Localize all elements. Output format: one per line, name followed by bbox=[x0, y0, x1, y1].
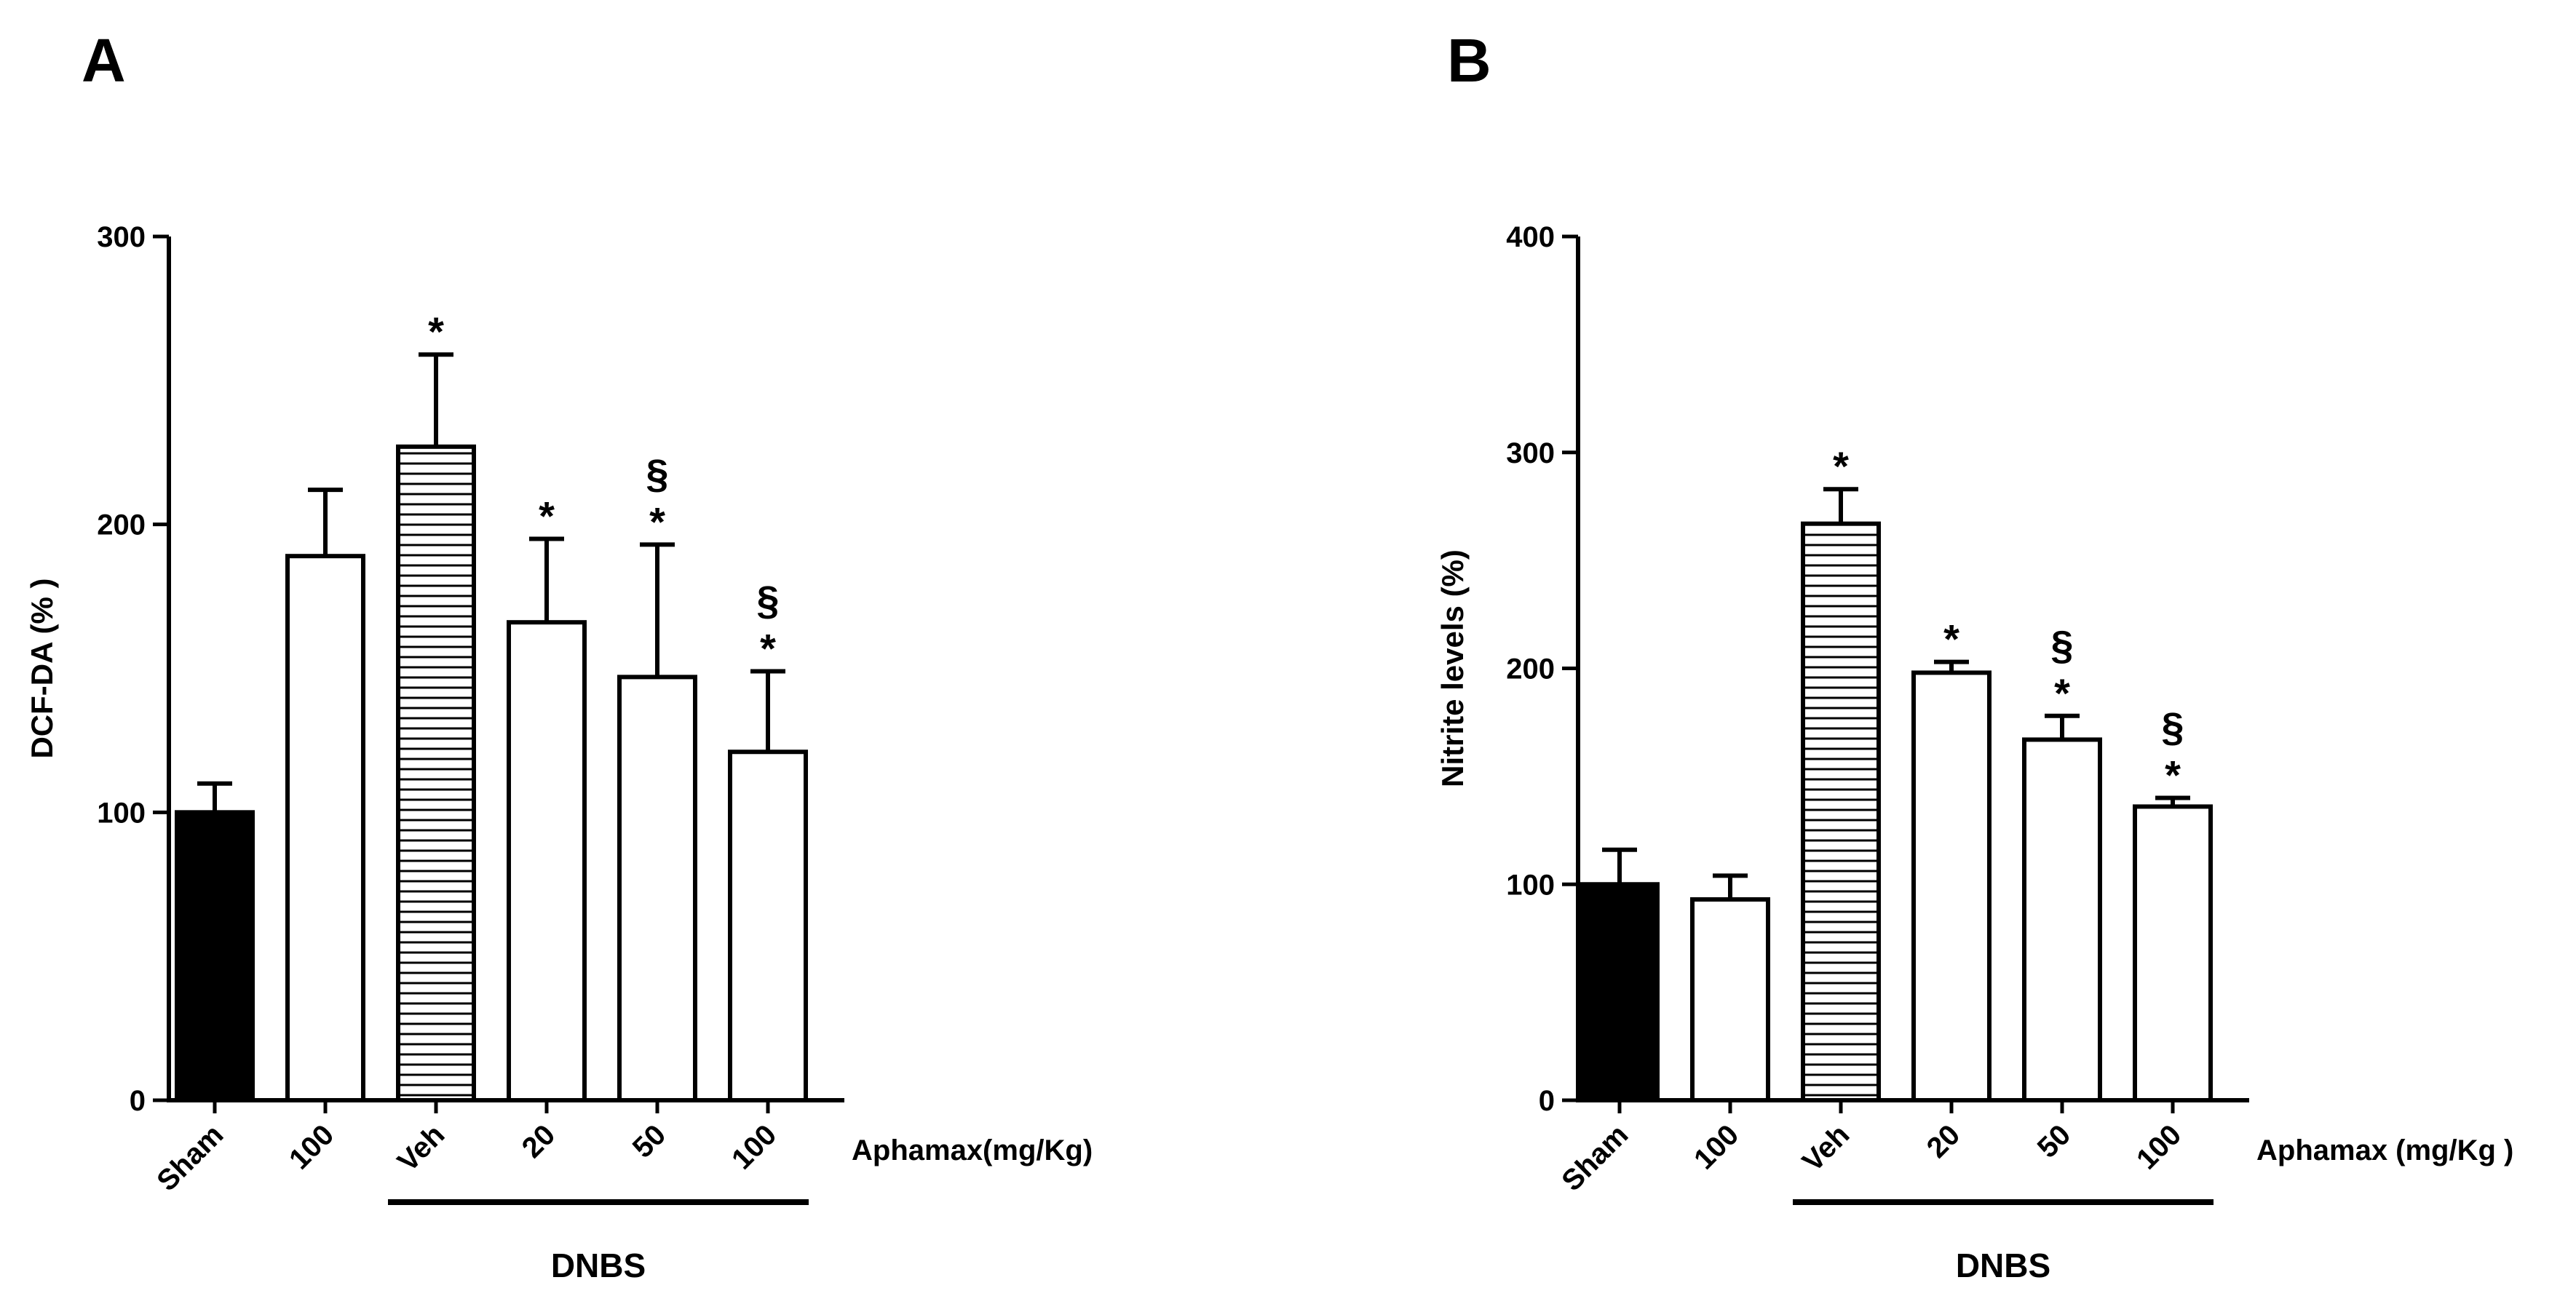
panel-letter: A bbox=[82, 26, 126, 95]
x-tick-label: 100 bbox=[2131, 1118, 2187, 1175]
y-tick-label: 400 bbox=[1506, 221, 1555, 253]
significance-star: * bbox=[2054, 670, 2070, 716]
significance-section-mark: § bbox=[2161, 704, 2184, 750]
bar-50 bbox=[2022, 737, 2102, 1102]
chart-panel-b: B 0 100 200 300 400 Nitrite levels (%) Sham 100 *… bbox=[1435, 26, 2513, 1284]
significance-star: * bbox=[760, 625, 776, 671]
x-tick-label: Sham bbox=[151, 1118, 229, 1197]
y-tick-label: 300 bbox=[1506, 437, 1555, 469]
y-tick-label: 0 bbox=[130, 1085, 146, 1117]
x-tick-label: 50 bbox=[2032, 1118, 2077, 1164]
panel-letter: B bbox=[1447, 26, 1491, 95]
bar-50 bbox=[617, 675, 697, 1102]
y-tick-label: 0 bbox=[1539, 1085, 1555, 1117]
bar-20 bbox=[507, 620, 587, 1102]
x-tick-label: 20 bbox=[1921, 1118, 1967, 1164]
x-tick-label: Sham bbox=[1555, 1118, 1634, 1197]
group-label: DNBS bbox=[1956, 1247, 2050, 1284]
y-tick-label: 300 bbox=[97, 221, 146, 253]
y-tick-label: 200 bbox=[1506, 653, 1555, 685]
group-label: DNBS bbox=[551, 1247, 646, 1284]
bar-100 bbox=[285, 554, 365, 1102]
y-tick-label: 200 bbox=[97, 509, 146, 541]
significance-section-mark: § bbox=[756, 577, 779, 623]
significance-star: * bbox=[1833, 443, 1849, 489]
y-axis-title: DCF-DA (% ) bbox=[25, 578, 59, 758]
significance-section-mark: § bbox=[646, 450, 668, 496]
x-tick-label: 100 bbox=[726, 1118, 782, 1175]
x-tick-label: 20 bbox=[516, 1118, 562, 1164]
significance-star: * bbox=[428, 309, 444, 354]
bar-100 bbox=[1690, 897, 1770, 1102]
bar-100 bbox=[728, 750, 808, 1102]
x-tick-label: Veh bbox=[1796, 1118, 1855, 1177]
significance-star: * bbox=[649, 498, 665, 544]
bar-20 bbox=[1911, 670, 1992, 1102]
bar-veh bbox=[1801, 521, 1881, 1102]
y-tick-label: 100 bbox=[1506, 869, 1555, 901]
bar-sham bbox=[1580, 882, 1660, 1102]
y-axis-title: Nitrite levels (%) bbox=[1435, 549, 1470, 787]
x-units-label: Aphamax (mg/Kg ) bbox=[2256, 1134, 2513, 1166]
significance-star: * bbox=[539, 493, 555, 538]
bar-sham bbox=[175, 810, 255, 1103]
significance-section-mark: § bbox=[2050, 622, 2073, 668]
significance-star: * bbox=[1943, 616, 1959, 662]
x-units-label: Aphamax(mg/Kg) bbox=[852, 1134, 1093, 1166]
significance-star: * bbox=[2165, 752, 2181, 798]
bar-veh bbox=[396, 444, 476, 1102]
x-tick-label: 50 bbox=[627, 1118, 673, 1164]
x-tick-label: 100 bbox=[283, 1118, 340, 1175]
x-tick-label: Veh bbox=[392, 1118, 451, 1177]
x-tick-label: 100 bbox=[1688, 1118, 1745, 1175]
bar-100 bbox=[2133, 804, 2213, 1103]
y-tick-label: 100 bbox=[97, 797, 146, 829]
